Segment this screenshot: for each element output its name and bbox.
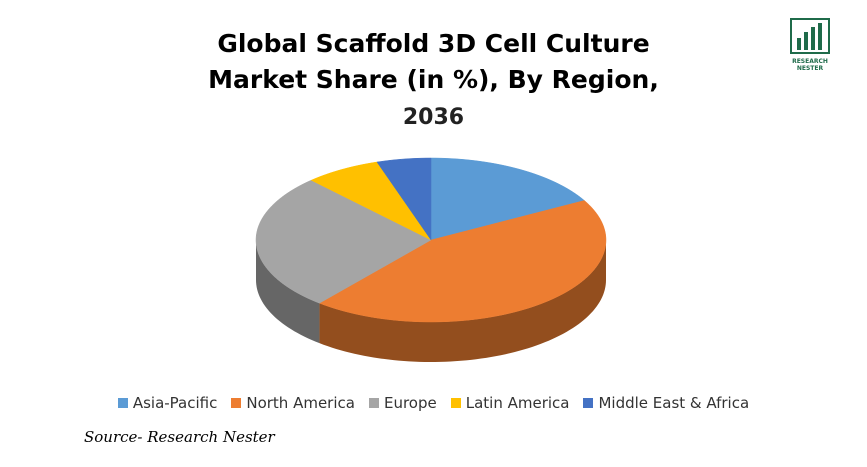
legend-item: Europe [368,394,437,412]
legend-label: Middle East & Africa [598,394,750,412]
legend: Asia-Pacific North America Europe Latin Ame… [0,394,867,412]
slice [255,179,432,304]
slice [318,200,607,323]
legend-swatch [368,398,379,408]
legend-swatch [231,398,242,408]
legend-label: Europe [383,394,437,412]
chart-title-line: Global Scaffold 3D Cell Culture Market S… [174,26,694,136]
source-note: Source- Research Nester [84,428,275,446]
legend-swatch [583,398,594,408]
logo-icon [790,18,830,54]
legend-label: North America [246,394,355,412]
legend-swatch [450,398,461,408]
legend-item: Latin America [450,394,570,412]
title-box: Global Scaffold 3D Cell Culture Market S… [0,26,867,136]
slice [430,157,585,241]
legend-item: Middle East & Africa [583,394,749,412]
slice [310,161,432,241]
legend-item: North America [231,394,355,412]
legend-swatch [117,398,128,408]
slice-side [256,240,320,344]
slice-side [319,240,606,362]
legend-item: Asia-Pacific [117,394,218,412]
legend-label: Latin America [465,394,570,412]
slice [376,157,432,241]
logo: RESEARCH NESTER [780,18,840,72]
chart-title: Global Scaffold 3D Cell Culture Market S… [208,29,659,94]
logo-text: RESEARCH NESTER [792,58,828,72]
legend-label: Asia-Pacific [132,394,218,412]
chart-year: 2036 [402,105,465,130]
